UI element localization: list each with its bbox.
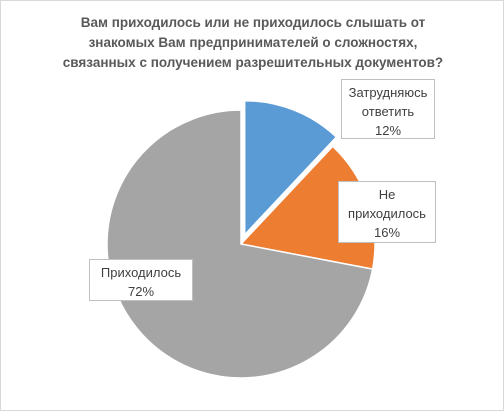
data-label-uncertain: Затрудняюсь ответить 12%: [341, 79, 435, 139]
chart-title-line-1: Вам приходилось или не приходилось слыша…: [80, 15, 426, 30]
data-label-heard-value: 72%: [127, 284, 155, 299]
chart-title: Вам приходилось или не приходилось слыша…: [21, 13, 485, 73]
chart-title-line-3: связанных с получением разрешительных до…: [62, 55, 444, 70]
data-label-not-heard-value: 16%: [373, 225, 401, 240]
chart-title-line-2: знакомых Вам предпринимателей о сложност…: [88, 35, 418, 50]
data-label-heard: Приходилось 72%: [89, 259, 193, 301]
data-label-not-heard: Не приходилось 16%: [338, 181, 436, 243]
data-label-heard-line-1: Приходилось: [100, 265, 182, 280]
data-label-not-heard-line-1: Не: [378, 187, 396, 202]
data-label-not-heard-line-2: приходилось: [348, 206, 426, 221]
data-label-uncertain-value: 12%: [374, 123, 402, 138]
data-label-uncertain-line-2: ответить: [361, 104, 415, 119]
data-label-uncertain-line-1: Затрудняюсь: [348, 85, 428, 100]
pie-slice-heard: [106, 109, 374, 379]
pie-slice-uncertain: [243, 99, 338, 237]
